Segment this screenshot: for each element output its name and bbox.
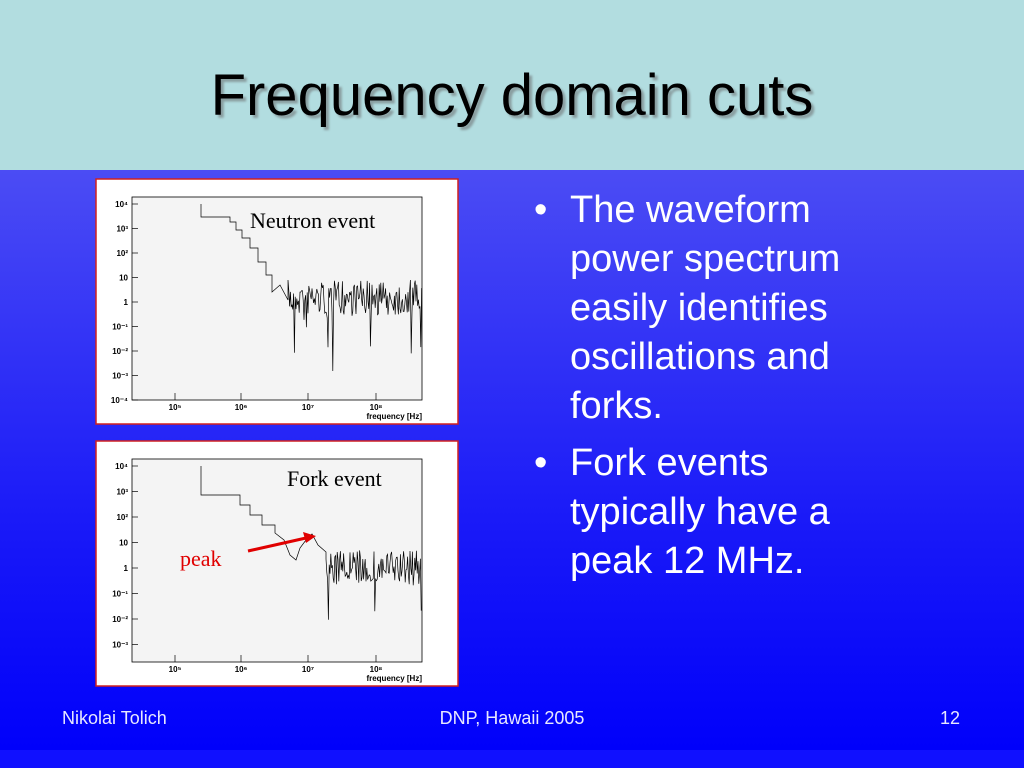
- x-tick-label: 10⁵: [169, 403, 182, 412]
- y-tick-label: 10⁻³: [112, 641, 128, 650]
- x-tick-label: 10⁸: [370, 665, 383, 674]
- y-tick-label: 10: [119, 539, 128, 548]
- bullet-list: The waveform power spectrum easily ident…: [530, 186, 885, 594]
- y-tick-label: 10⁴: [115, 200, 128, 209]
- bottom-strip: [0, 750, 1024, 768]
- y-tick-label: 10³: [116, 488, 128, 497]
- y-tick-label: 10⁴: [115, 462, 128, 471]
- x-tick-label: 10⁷: [302, 665, 314, 674]
- event-label: Neutron event: [250, 208, 375, 233]
- x-axis-label: frequency [Hz]: [366, 674, 422, 683]
- slide-title: Frequency domain cuts: [210, 63, 814, 128]
- x-tick-label: 10⁶: [235, 665, 248, 674]
- footer-event: DNP, Hawaii 2005: [439, 708, 585, 728]
- y-tick-label: 10⁻³: [112, 372, 128, 381]
- y-tick-label: 1: [124, 564, 129, 573]
- y-tick-label: 10³: [116, 225, 128, 234]
- x-tick-label: 10⁷: [302, 403, 314, 412]
- y-tick-label: 10²: [116, 513, 128, 522]
- x-tick-label: 10⁵: [169, 665, 182, 674]
- y-tick-label: 1: [124, 298, 129, 307]
- x-tick-label: 10⁶: [235, 403, 248, 412]
- footer-page: 12: [940, 708, 961, 728]
- y-tick-label: 10²: [116, 249, 128, 258]
- spectrum-trace: [200, 204, 422, 372]
- x-axis-label: frequency [Hz]: [366, 412, 422, 421]
- bullet: The waveform power spectrum easily ident…: [530, 186, 885, 431]
- bullet: Fork events typically have a peak 12 MHz…: [530, 439, 885, 586]
- y-tick-label: 10⁻²: [112, 347, 128, 356]
- x-tick-label: 10⁸: [370, 403, 383, 412]
- event-label: Fork event: [287, 466, 382, 491]
- peak-label: peak: [180, 546, 222, 571]
- y-tick-label: 10⁻²: [112, 615, 128, 624]
- y-tick-label: 10⁻⁴: [111, 396, 128, 405]
- spectrum-trace: [200, 466, 422, 620]
- peak-arrow: [247, 536, 307, 553]
- footer-author: Nikolai Tolich: [62, 708, 167, 728]
- y-tick-label: 10⁻¹: [112, 323, 128, 332]
- title-band: [0, 0, 1024, 170]
- y-tick-label: 10⁻¹: [112, 590, 128, 599]
- peak-arrowhead: [303, 532, 316, 543]
- y-tick-label: 10: [119, 274, 128, 283]
